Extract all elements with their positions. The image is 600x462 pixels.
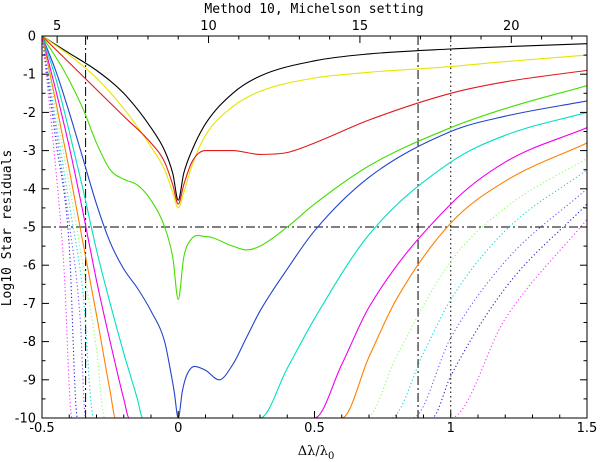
series-line-3 [42, 36, 587, 205]
x-tick-label: 1 [447, 421, 455, 436]
series-line-13 [42, 36, 587, 418]
y-tick-label: -2 [23, 106, 36, 121]
series-line-10 [42, 36, 587, 418]
top-tick-label: 15 [352, 19, 369, 34]
y-tick-label: -3 [23, 144, 36, 159]
y-tick-label: -6 [23, 259, 36, 274]
x-tick-label: -0.5 [29, 421, 54, 436]
top-tick-label: 20 [503, 19, 520, 34]
series-line-8 [42, 36, 587, 418]
y-axis-label: Log10 Star residuals [0, 150, 15, 307]
series-line-4 [42, 36, 587, 301]
top-tick-label: 5 [53, 19, 61, 34]
series-line-7 [42, 36, 587, 418]
series-line-1 [42, 36, 587, 201]
x-tick-label: 1.5 [577, 421, 598, 436]
y-tick-label: -5 [23, 221, 36, 236]
series-line-9 [42, 36, 587, 418]
y-tick-label: -8 [23, 335, 36, 350]
y-tick-label: -4 [23, 182, 36, 197]
y-tick-label: -9 [23, 373, 36, 388]
x-axis-label: Δλ/λ0 [298, 444, 335, 462]
series-line-11 [42, 36, 587, 418]
y-tick-label: -1 [23, 68, 36, 83]
y-tick-label: -7 [23, 297, 36, 312]
x-tick-label: 0 [174, 421, 182, 436]
series-line-2 [42, 36, 587, 209]
series-line-6 [42, 36, 587, 418]
x-tick-label: 0.5 [304, 421, 325, 436]
chart-title: Method 10, Michelson setting [204, 2, 423, 17]
series-line-5 [42, 36, 587, 418]
top-tick-label: 10 [200, 19, 217, 34]
y-tick-label: 0 [28, 30, 36, 45]
y-tick-label: -10 [15, 412, 36, 427]
